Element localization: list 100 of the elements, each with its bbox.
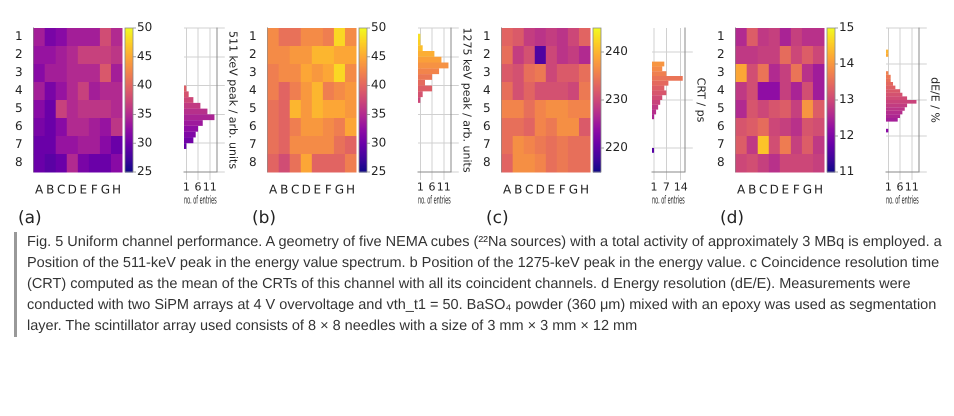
y-tick-label: 2 — [14, 47, 23, 62]
color-bar-label: 35 — [371, 106, 386, 121]
x-tick-label: G — [100, 182, 110, 196]
y-tick-label: 4 — [716, 83, 725, 98]
x-tick-label: C — [57, 182, 66, 196]
x-tick-label: E — [782, 182, 790, 196]
x-tick-label: C — [525, 182, 534, 196]
color-bar-label: 240 — [605, 44, 628, 58]
x-tick-label: H — [112, 182, 121, 196]
x-tick-label: 6 — [428, 180, 436, 194]
x-axis-title: no. of entries — [652, 194, 686, 208]
color-bar-label: 50 — [371, 20, 386, 34]
text: (b) — [252, 208, 278, 228]
x-tick-label: B — [46, 182, 54, 196]
y-tick-label: 2 — [716, 47, 725, 62]
y-tick-label: 3 — [716, 65, 725, 80]
y-tick-label: 8 — [248, 155, 257, 170]
x-tick-label: C — [291, 182, 300, 196]
y-tick-label: 5 — [14, 101, 23, 116]
y-tick-label: 5 — [248, 101, 257, 116]
x-axis-title: no. of entries — [886, 194, 920, 208]
y-tick-label: 3 — [14, 65, 23, 80]
y-tick-label: 6 — [716, 119, 725, 134]
x-tick-label: 1 — [884, 180, 892, 194]
color-bar-label: 230 — [605, 92, 628, 106]
x-tick-label: A — [35, 182, 44, 196]
x-tick-label: 1 — [416, 180, 424, 194]
x-tick-label: G — [802, 182, 812, 196]
y-tick-label: 2 — [482, 47, 491, 62]
y-tick-label: 4 — [248, 83, 257, 98]
x-tick-label: 11 — [436, 180, 451, 194]
x-tick-label: 14 — [674, 180, 688, 194]
x-tick-label: D — [770, 182, 779, 196]
y-tick-label: 3 — [248, 65, 257, 80]
x-tick-label: B — [748, 182, 756, 196]
y-tick-label: 7 — [248, 137, 257, 152]
x-tick-label: E — [314, 182, 322, 196]
x-tick-label: H — [580, 182, 589, 196]
color-bar-label: 12 — [839, 128, 854, 142]
x-tick-label: B — [280, 182, 288, 196]
y-tick-label: 7 — [716, 137, 725, 152]
color-bar-label: 50 — [137, 20, 152, 34]
color-bar-label: 11 — [839, 164, 854, 178]
color-bar-label: 40 — [371, 78, 386, 92]
color-bar-label: 25 — [371, 164, 386, 178]
x-tick-label: 1 — [182, 180, 190, 194]
color-bar-label: 15 — [839, 20, 854, 34]
x-tick-label: E — [548, 182, 556, 196]
y-tick-label: 5 — [482, 101, 491, 116]
x-tick-label: F — [558, 182, 566, 196]
color-bar-label: 45 — [137, 48, 152, 63]
y-axis-title: CRT / ps — [694, 78, 708, 123]
x-tick-label: A — [269, 182, 278, 196]
y-tick-label: 1 — [482, 29, 491, 44]
x-tick-label: 7 — [662, 180, 670, 194]
y-tick-label: 6 — [248, 119, 257, 134]
x-tick-label: 6 — [896, 180, 904, 194]
y-axis-title: dE/E / % — [928, 77, 942, 123]
x-tick-label: 1 — [650, 180, 658, 194]
x-tick-label: D — [302, 182, 311, 196]
y-tick-label: 1 — [716, 29, 725, 44]
x-tick-label: D — [536, 182, 545, 196]
y-tick-label: 1 — [14, 29, 23, 44]
x-tick-label: G — [334, 182, 344, 196]
color-bar-label: 25 — [137, 164, 152, 178]
x-tick-label: H — [346, 182, 355, 196]
x-tick-label: C — [759, 182, 768, 196]
y-tick-label: 6 — [482, 119, 491, 134]
x-axis-title: no. of entries — [184, 194, 218, 208]
x-tick-label: 6 — [194, 180, 202, 194]
x-axis-title: no. of entries — [418, 194, 452, 208]
color-bar-label: 30 — [137, 135, 152, 150]
y-tick-label: 3 — [482, 65, 491, 80]
x-tick-label: F — [324, 182, 332, 196]
x-tick-label: 11 — [202, 180, 217, 194]
color-bar-label: 30 — [371, 135, 386, 150]
y-tick-label: 5 — [716, 101, 725, 116]
y-tick-label: 7 — [482, 137, 491, 152]
x-tick-label: E — [80, 182, 88, 196]
color-bar-label: 40 — [137, 78, 152, 92]
y-tick-label: 6 — [14, 119, 23, 134]
text: (d) — [720, 208, 746, 228]
x-tick-label: F — [792, 182, 800, 196]
y-tick-label: 7 — [14, 137, 23, 152]
y-tick-label: 4 — [14, 83, 23, 98]
x-tick-label: H — [814, 182, 823, 196]
y-axis-title: 1275 keV peak / arb. units — [460, 27, 474, 173]
x-tick-label: B — [514, 182, 522, 196]
color-bar-label: 35 — [137, 106, 152, 121]
y-tick-label: 8 — [716, 155, 725, 170]
text: (c) — [486, 208, 510, 228]
y-tick-label: 1 — [248, 29, 257, 44]
x-tick-label: F — [90, 182, 98, 196]
x-tick-label: 11 — [904, 180, 919, 194]
color-bar-label: 14 — [839, 56, 854, 70]
caption: Fig. 5 Uniform channel performance. A geometry of five NEMA cubes (²²Na sources) with a total activity of approximately 3 MBq is employed. a Position of the 511-keV peak in the energy value spectrum. b Position of the 1275-keV peak in the energy value. c Coincidence resolution time (CRT) computed as the mean of the CRTs of this channel with all its coincident channels. d Energy resolution (dE/E). Measurements were conducted with two SiPM arrays at 4 V overvoltage and vth_t1 = 50. BaSO₄ powder (360 μm) mixed with an epoxy was used as segmentation layer. The scintillator array used consists of 8 × 8 needles with a size of 3 mm × 3 mm × 12 mm — [27, 233, 943, 336]
text: (a) — [18, 208, 43, 228]
y-tick-label: 2 — [248, 47, 257, 62]
x-tick-label: A — [503, 182, 512, 196]
color-bar-label: 45 — [371, 48, 386, 63]
